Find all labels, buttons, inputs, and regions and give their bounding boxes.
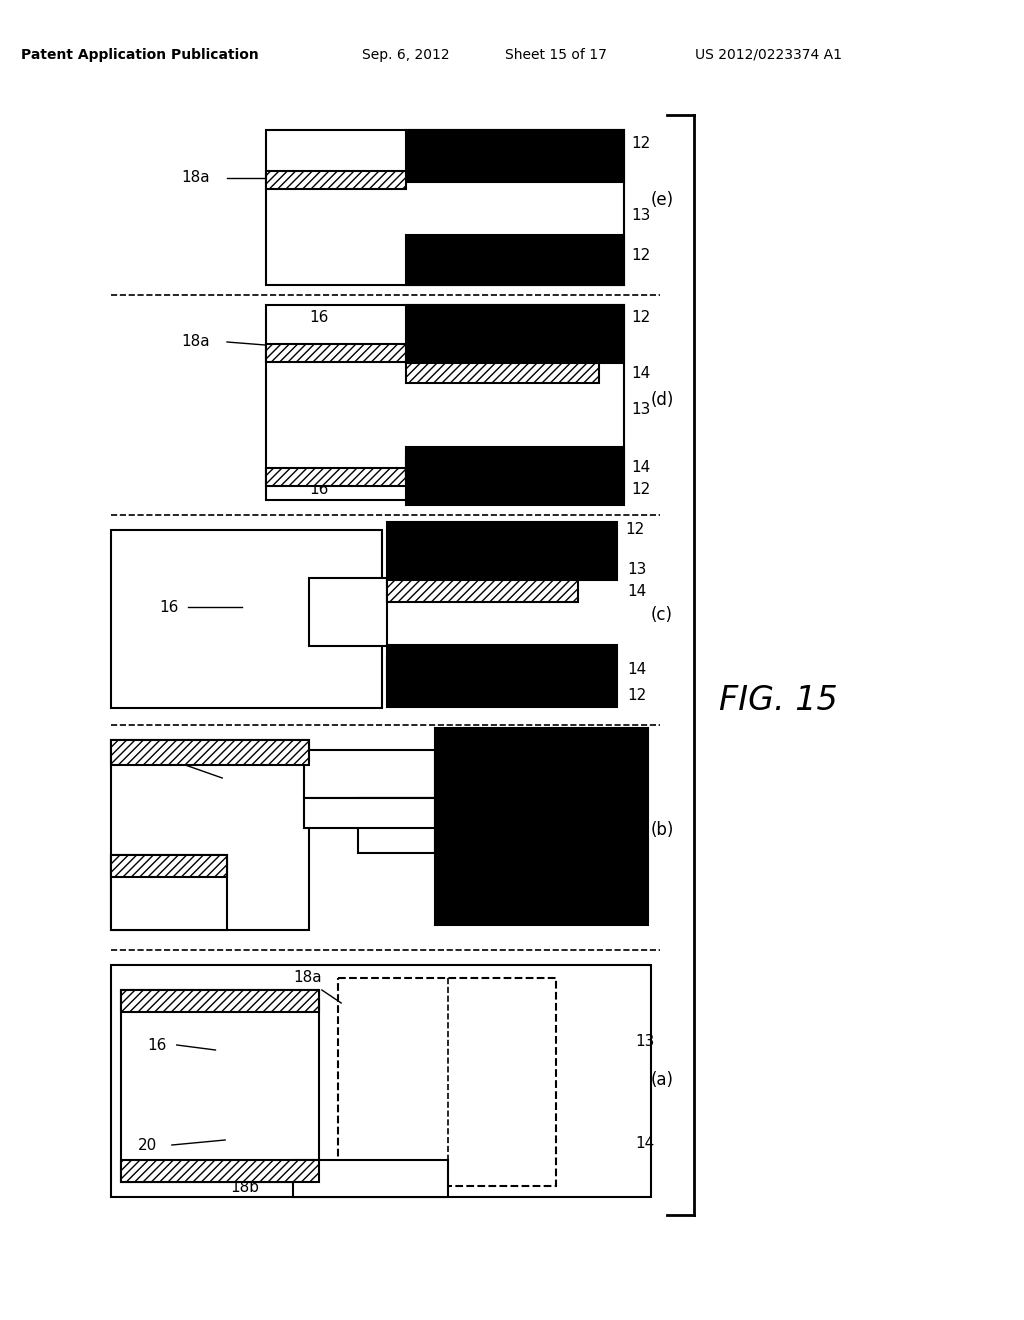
Text: 18a: 18a: [182, 170, 210, 186]
Text: 14: 14: [632, 367, 650, 381]
Bar: [387, 579, 579, 602]
Bar: [121, 1160, 318, 1181]
Text: 18b: 18b: [230, 1180, 259, 1196]
Text: 12: 12: [628, 688, 647, 702]
Text: 14: 14: [635, 1135, 654, 1151]
Text: 12: 12: [632, 483, 650, 498]
Text: 14: 14: [628, 585, 647, 599]
Text: (b): (b): [650, 821, 674, 840]
Bar: [357, 799, 435, 853]
Bar: [406, 455, 599, 477]
Text: 12: 12: [626, 523, 645, 537]
Bar: [406, 363, 599, 383]
Text: 12: 12: [632, 248, 650, 263]
Text: 12: 12: [632, 136, 650, 150]
Text: (c): (c): [650, 606, 673, 624]
Text: 13: 13: [628, 562, 647, 578]
Text: 12: 12: [632, 310, 650, 326]
Bar: [406, 305, 624, 363]
Text: Sep. 6, 2012: Sep. 6, 2012: [362, 48, 450, 62]
Bar: [387, 521, 616, 579]
Text: (d): (d): [650, 391, 674, 409]
Text: 14: 14: [628, 663, 647, 677]
Bar: [406, 235, 624, 285]
Text: (e): (e): [650, 191, 674, 209]
Bar: [266, 172, 406, 189]
Text: 13: 13: [632, 403, 650, 417]
Bar: [406, 129, 624, 182]
Bar: [111, 965, 650, 1197]
Bar: [266, 305, 624, 500]
Text: 20: 20: [138, 862, 158, 878]
Text: US 2012/0223374 A1: US 2012/0223374 A1: [695, 48, 842, 62]
Text: 13: 13: [635, 1035, 654, 1049]
Text: Patent Application Publication: Patent Application Publication: [22, 48, 259, 62]
Bar: [338, 978, 556, 1185]
Bar: [406, 447, 624, 506]
Bar: [387, 657, 579, 680]
Bar: [387, 645, 616, 708]
Bar: [266, 345, 406, 362]
Bar: [309, 578, 387, 645]
Text: 14: 14: [632, 459, 650, 474]
Text: 16: 16: [147, 755, 167, 770]
Text: 16: 16: [309, 483, 329, 498]
Text: 12: 12: [632, 813, 650, 828]
Text: 16: 16: [309, 309, 329, 325]
Bar: [293, 1160, 447, 1197]
Bar: [266, 469, 406, 486]
Bar: [304, 799, 435, 828]
Text: FIG. 15: FIG. 15: [719, 684, 838, 717]
Bar: [111, 741, 309, 766]
Bar: [111, 741, 309, 931]
Bar: [111, 855, 227, 931]
Bar: [266, 129, 624, 285]
Text: 16: 16: [147, 1038, 167, 1052]
Bar: [111, 855, 227, 876]
Text: 18a: 18a: [293, 970, 322, 986]
Bar: [121, 990, 318, 1012]
Text: 16: 16: [160, 599, 179, 615]
Bar: [435, 729, 648, 925]
Text: 20: 20: [138, 1138, 158, 1152]
Bar: [121, 990, 318, 1181]
Text: Sheet 15 of 17: Sheet 15 of 17: [505, 48, 607, 62]
Bar: [111, 531, 382, 708]
Text: (a): (a): [650, 1071, 674, 1089]
Text: 13: 13: [632, 207, 650, 223]
Text: 18a: 18a: [182, 334, 210, 350]
Bar: [304, 750, 435, 799]
